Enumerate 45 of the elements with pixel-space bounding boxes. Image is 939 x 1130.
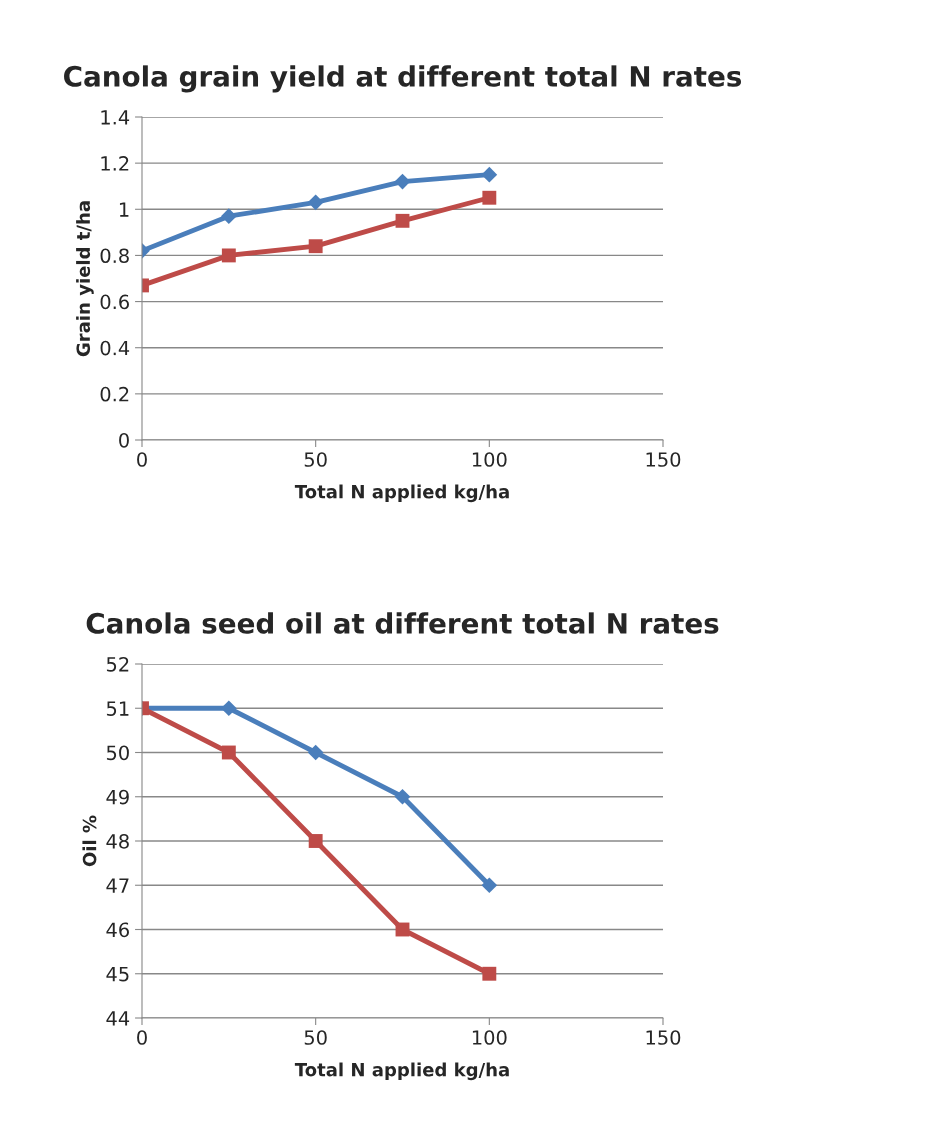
y-tick-label: 49 — [106, 789, 129, 805]
y-tick-label: 0.4 — [100, 340, 130, 356]
x-axis-title: Total N applied kg/ha — [294, 1062, 509, 1081]
point — [308, 239, 323, 254]
y-tick-label: 48 — [106, 833, 129, 849]
x-tick-label: 50 — [304, 452, 327, 467]
y-tick-label: 44 — [106, 1011, 130, 1026]
y-tick-label: 1.4 — [101, 110, 130, 125]
y-tick-label: 0.6 — [100, 294, 129, 310]
x-tick-label: 0 — [137, 452, 147, 467]
y-tick-label: 0.2 — [100, 386, 129, 402]
point — [395, 213, 410, 228]
x-tick-label: 150 — [646, 452, 681, 467]
y-tick-label: 46 — [106, 922, 129, 938]
y-tick-label: 47 — [106, 878, 129, 893]
y-tick-label: 1 — [119, 202, 129, 217]
point — [481, 166, 498, 183]
y-tick-label: 52 — [106, 656, 129, 672]
x-tick-label: 0 — [137, 1030, 147, 1045]
x-tick-label: 100 — [472, 1030, 507, 1045]
point — [482, 966, 497, 981]
y-tick-label: 0 — [119, 432, 129, 448]
x-axis-title: Total N applied kg/ha — [294, 484, 509, 503]
point — [221, 248, 236, 263]
point — [481, 877, 498, 894]
y-axis-title: Grain yield t/ha — [76, 201, 94, 357]
x-tick-label: 100 — [472, 452, 507, 467]
point — [307, 194, 324, 211]
chart-title: Canola seed oil at different total N rates — [86, 612, 719, 634]
x-tick-label: 50 — [304, 1030, 327, 1045]
point — [308, 834, 323, 848]
point — [220, 208, 237, 225]
point — [394, 788, 411, 805]
point — [394, 173, 411, 190]
point — [482, 190, 497, 205]
point — [307, 744, 324, 761]
y-tick-label: 45 — [106, 966, 129, 982]
y-tick-label: 51 — [106, 701, 129, 716]
x-tick-label: 150 — [646, 1030, 681, 1045]
y-axis-title: Oil % — [82, 815, 97, 867]
y-tick-label: 50 — [106, 745, 129, 761]
y-tick-label: 0.8 — [100, 248, 129, 264]
y-tick-label: 1.2 — [101, 156, 129, 171]
point — [221, 745, 236, 760]
chart-title: Canola grain yield at different total N rates — [64, 65, 742, 93]
